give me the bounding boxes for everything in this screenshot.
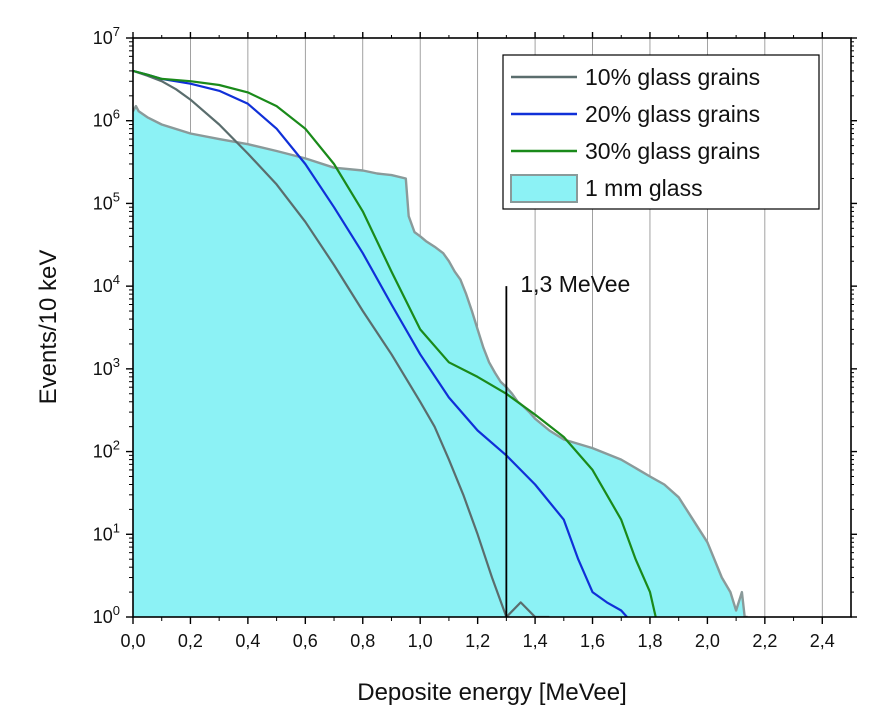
x-axis-title: Deposite energy [MeVee] bbox=[357, 679, 627, 705]
x-tick-label: 2,4 bbox=[810, 631, 835, 651]
x-tick-label: 1,8 bbox=[637, 631, 662, 651]
x-tick-label: 0,8 bbox=[350, 631, 375, 651]
x-tick-label: 2,2 bbox=[752, 631, 777, 651]
y-tick-label: 107 bbox=[93, 24, 120, 48]
y-axis-title: Events/10 keV bbox=[35, 250, 62, 405]
ticks-layer: 0,0 0,2 0,4 0,6 0,8 1,0 1,2 1,4 1,6 1,8 2,0 2,2 2,4 1… bbox=[93, 24, 857, 651]
series-area-1mm-glass bbox=[133, 106, 748, 617]
legend-swatch-area bbox=[510, 174, 578, 203]
legend-label: 20% glass grains bbox=[585, 101, 760, 127]
x-tick-label: 0,0 bbox=[120, 631, 145, 651]
x-tick-label: 0,6 bbox=[293, 631, 318, 651]
y-tick-label: 106 bbox=[93, 107, 120, 131]
x-tick-label: 1,0 bbox=[408, 631, 433, 651]
y-tick-label: 102 bbox=[93, 438, 120, 462]
annotation-label: 1,3 MeVee bbox=[520, 271, 630, 297]
series-layer bbox=[133, 69, 748, 617]
plot-frame bbox=[132, 37, 852, 618]
legend-label: 30% glass grains bbox=[585, 138, 760, 164]
annotation-layer: 1,3 MeVee bbox=[505, 271, 630, 617]
x-tick-label: 1,2 bbox=[465, 631, 490, 651]
x-tick-label: 2,0 bbox=[695, 631, 720, 651]
legend-layer: 10% glass grains 20% glass grains 30% glas… bbox=[502, 54, 820, 210]
x-tick-label: 1,6 bbox=[580, 631, 605, 651]
legend-label: 10% glass grains bbox=[585, 64, 760, 90]
legend-label: 1 mm glass bbox=[585, 175, 703, 201]
series-outline-1mm-glass bbox=[133, 104, 748, 617]
series-line-30pct bbox=[133, 69, 657, 617]
y-tick-label: 103 bbox=[93, 355, 120, 379]
y-tick-label: 100 bbox=[93, 603, 120, 627]
y-tick-label: 101 bbox=[93, 520, 120, 544]
x-tick-label: 0,2 bbox=[178, 631, 203, 651]
series-line-10pct bbox=[133, 69, 550, 617]
y-tick-label: 105 bbox=[93, 189, 120, 213]
series-line-20pct bbox=[133, 69, 628, 617]
x-tick-label: 0,4 bbox=[235, 631, 260, 651]
y-tick-label: 104 bbox=[93, 272, 120, 296]
x-tick-label: 1,4 bbox=[523, 631, 548, 651]
